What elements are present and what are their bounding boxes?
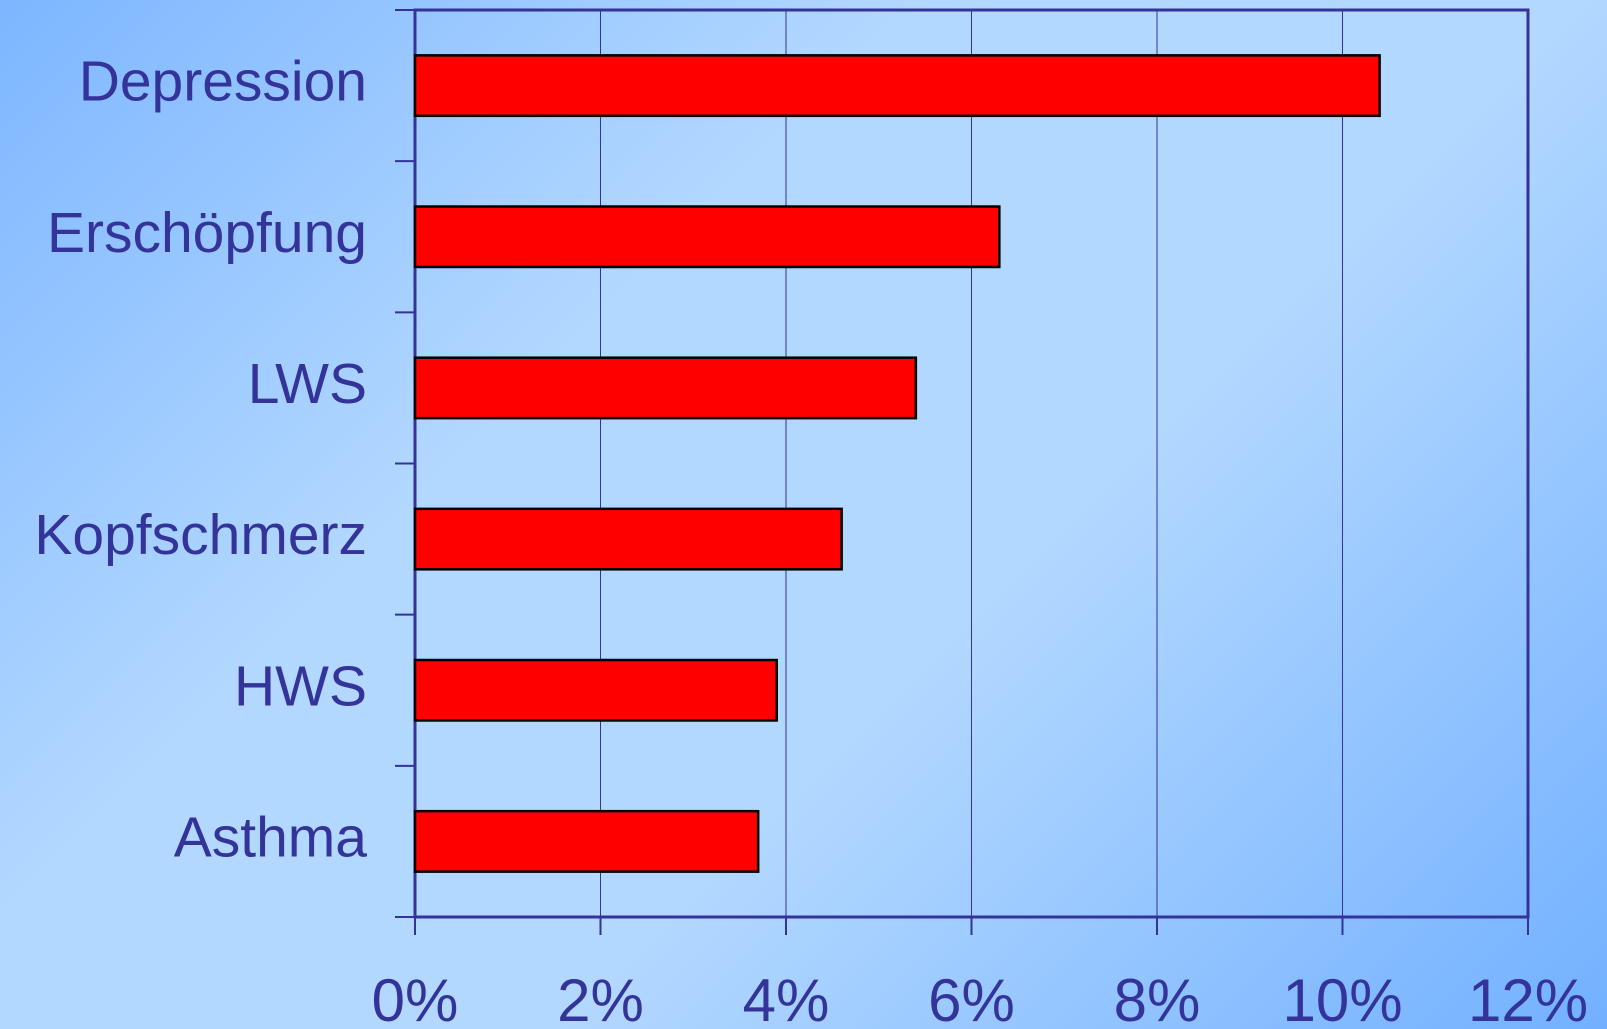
x-tick-label: 10% xyxy=(1282,967,1402,1029)
x-tick-label: 6% xyxy=(928,967,1015,1029)
bar xyxy=(413,356,918,420)
y-tick-label: Depression xyxy=(79,50,367,114)
x-tick-label: 4% xyxy=(743,967,830,1029)
x-tick-label: 0% xyxy=(372,967,459,1029)
bar xyxy=(413,658,778,722)
bar xyxy=(413,809,760,873)
y-tick-label: HWS xyxy=(234,654,367,718)
x-tick-label: 2% xyxy=(557,967,644,1029)
bar xyxy=(413,507,843,571)
y-tick-label: LWS xyxy=(248,352,367,416)
bar xyxy=(413,205,1001,269)
bar xyxy=(413,54,1381,118)
y-tick-label: Kopfschmerz xyxy=(34,503,367,567)
y-tick-label: Asthma xyxy=(174,805,368,869)
plot-border xyxy=(413,8,1530,919)
x-tick-label: 8% xyxy=(1114,967,1201,1029)
y-tick-label: Erschöpfung xyxy=(47,201,367,265)
x-tick-label: 12% xyxy=(1468,967,1588,1029)
